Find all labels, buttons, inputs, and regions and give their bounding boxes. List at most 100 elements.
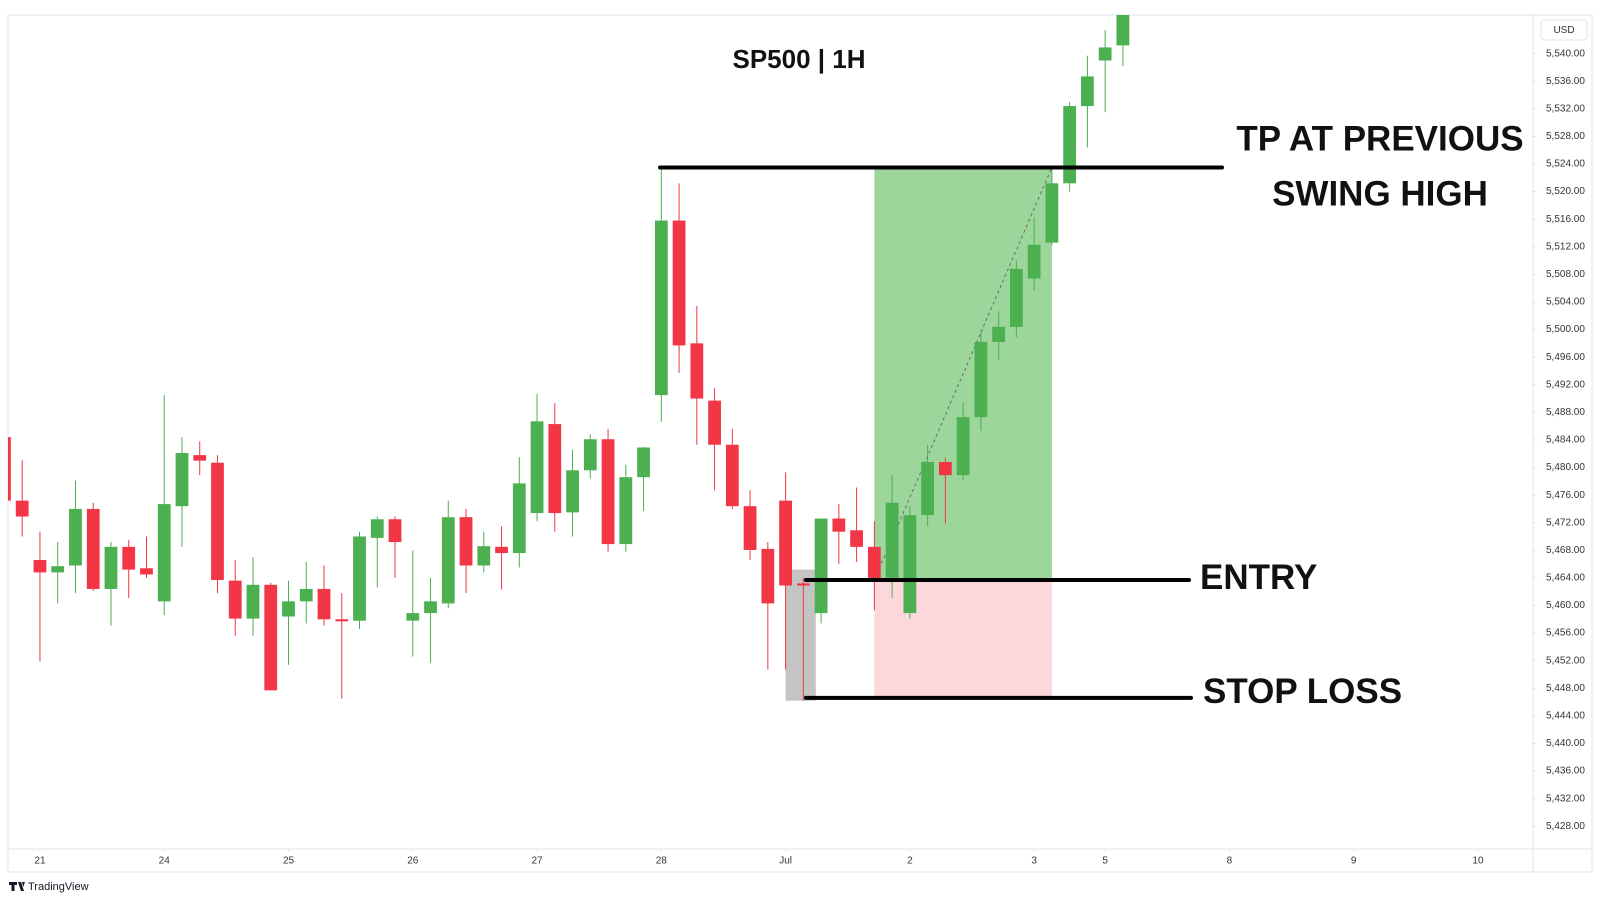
y-tick-label: 5,464.00: [1546, 573, 1585, 584]
currency-box[interactable]: [1540, 19, 1588, 41]
y-tick-label: 5,484.00: [1546, 435, 1585, 446]
candle-body: [459, 517, 473, 566]
take-profit-note: TP AT PREVIOUS: [1236, 120, 1523, 159]
candle-body: [8, 437, 11, 501]
candle-body: [761, 548, 775, 604]
y-tick-label: 5,436.00: [1546, 766, 1585, 777]
y-tick-label: 5,516.00: [1546, 214, 1585, 225]
candle-body: [1098, 47, 1112, 61]
candle-body: [1116, 15, 1130, 46]
chart-title: SP500 | 1H: [732, 44, 865, 74]
candle-body: [353, 536, 366, 621]
candle-body: [974, 341, 988, 418]
candle-body: [992, 326, 1006, 342]
candle-body: [282, 601, 295, 617]
candle-body: [15, 500, 29, 517]
logo-text[interactable]: TradingView: [28, 881, 89, 893]
candle-body: [885, 502, 899, 578]
candle-body: [388, 519, 402, 543]
candle-body: [193, 455, 207, 461]
y-tick-label: 5,540.00: [1546, 48, 1585, 59]
candle-body: [725, 444, 739, 507]
candle-body: [903, 515, 917, 614]
candle-body: [637, 447, 650, 478]
candle-body: [654, 220, 668, 396]
y-tick-label: 5,440.00: [1546, 738, 1585, 749]
x-tick-label: 3: [1031, 856, 1037, 867]
x-tick-label: 5: [1102, 856, 1108, 867]
y-tick-label: 5,432.00: [1546, 793, 1585, 804]
candle-body: [583, 439, 597, 471]
entry-note: ENTRY: [1200, 558, 1317, 597]
take-profit-note: SWING HIGH: [1272, 175, 1488, 214]
candle-body: [921, 462, 935, 516]
candle-body: [779, 500, 792, 586]
candle-body: [299, 588, 313, 602]
x-tick-label: 21: [34, 856, 46, 867]
candle-body: [370, 519, 384, 538]
candle-body: [424, 601, 437, 614]
y-tick-label: 5,496.00: [1546, 352, 1585, 363]
y-tick-label: 5,448.00: [1546, 683, 1585, 694]
candle-body: [33, 559, 47, 573]
candle-body: [441, 517, 455, 604]
y-tick-label: 5,428.00: [1546, 821, 1585, 832]
y-tick-label: 5,444.00: [1546, 711, 1585, 722]
candle-body: [317, 588, 331, 620]
y-tick-label: 5,500.00: [1546, 324, 1585, 335]
candle-body: [672, 220, 686, 346]
candle-body: [175, 453, 189, 507]
candle-body: [1063, 106, 1077, 184]
candle-body: [796, 583, 810, 586]
x-tick-label: Jul: [779, 856, 792, 867]
y-tick-label: 5,452.00: [1546, 655, 1585, 666]
plot-area: [8, 15, 1130, 701]
candle-body: [690, 343, 704, 399]
candle-body: [619, 477, 633, 545]
x-tick-label: 24: [159, 856, 171, 867]
candle-body: [1009, 268, 1023, 327]
candle-body: [530, 421, 544, 514]
y-tick-label: 5,476.00: [1546, 490, 1585, 501]
candle-body: [512, 483, 526, 554]
y-tick-label: 5,536.00: [1546, 76, 1585, 87]
candle-body: [140, 568, 153, 575]
x-tick-label: 27: [531, 856, 543, 867]
candle-body: [104, 546, 118, 589]
candle-body: [246, 584, 260, 619]
candle-body: [548, 424, 562, 514]
loss-zone: [874, 579, 1052, 698]
stop-loss-note: STOP LOSS: [1203, 672, 1402, 711]
y-tick-label: 5,520.00: [1546, 186, 1585, 197]
candle-body: [211, 462, 224, 580]
y-tick-label: 5,512.00: [1546, 241, 1585, 252]
candle-body: [69, 508, 82, 566]
y-tick-label: 5,492.00: [1546, 379, 1585, 390]
candle-body: [708, 400, 721, 445]
y-tick-label: 5,472.00: [1546, 517, 1585, 528]
x-tick-label: 25: [283, 856, 295, 867]
candle-body: [157, 504, 171, 602]
candle-body: [743, 506, 757, 550]
y-tick-label: 5,460.00: [1546, 600, 1585, 611]
x-tick-label: 2: [907, 856, 913, 867]
candle-body: [832, 518, 846, 532]
y-tick-label: 5,508.00: [1546, 269, 1585, 280]
x-tick-label: 9: [1351, 856, 1357, 867]
candle-body: [850, 530, 863, 547]
candle-body: [264, 584, 278, 691]
logo-icon[interactable]: [9, 882, 25, 891]
candle-body: [938, 462, 952, 476]
candle-body: [335, 619, 349, 622]
y-tick-label: 5,532.00: [1546, 103, 1585, 114]
x-tick-label: 8: [1227, 856, 1233, 867]
logo[interactable]: TradingView: [9, 881, 89, 893]
x-tick-label: 28: [656, 856, 668, 867]
highlight-box: [785, 569, 816, 701]
candle-body: [601, 439, 615, 545]
candle-body: [406, 613, 420, 621]
currency-label[interactable]: USD: [1553, 25, 1574, 36]
x-tick-label: 10: [1472, 856, 1484, 867]
candle-body: [228, 580, 242, 619]
